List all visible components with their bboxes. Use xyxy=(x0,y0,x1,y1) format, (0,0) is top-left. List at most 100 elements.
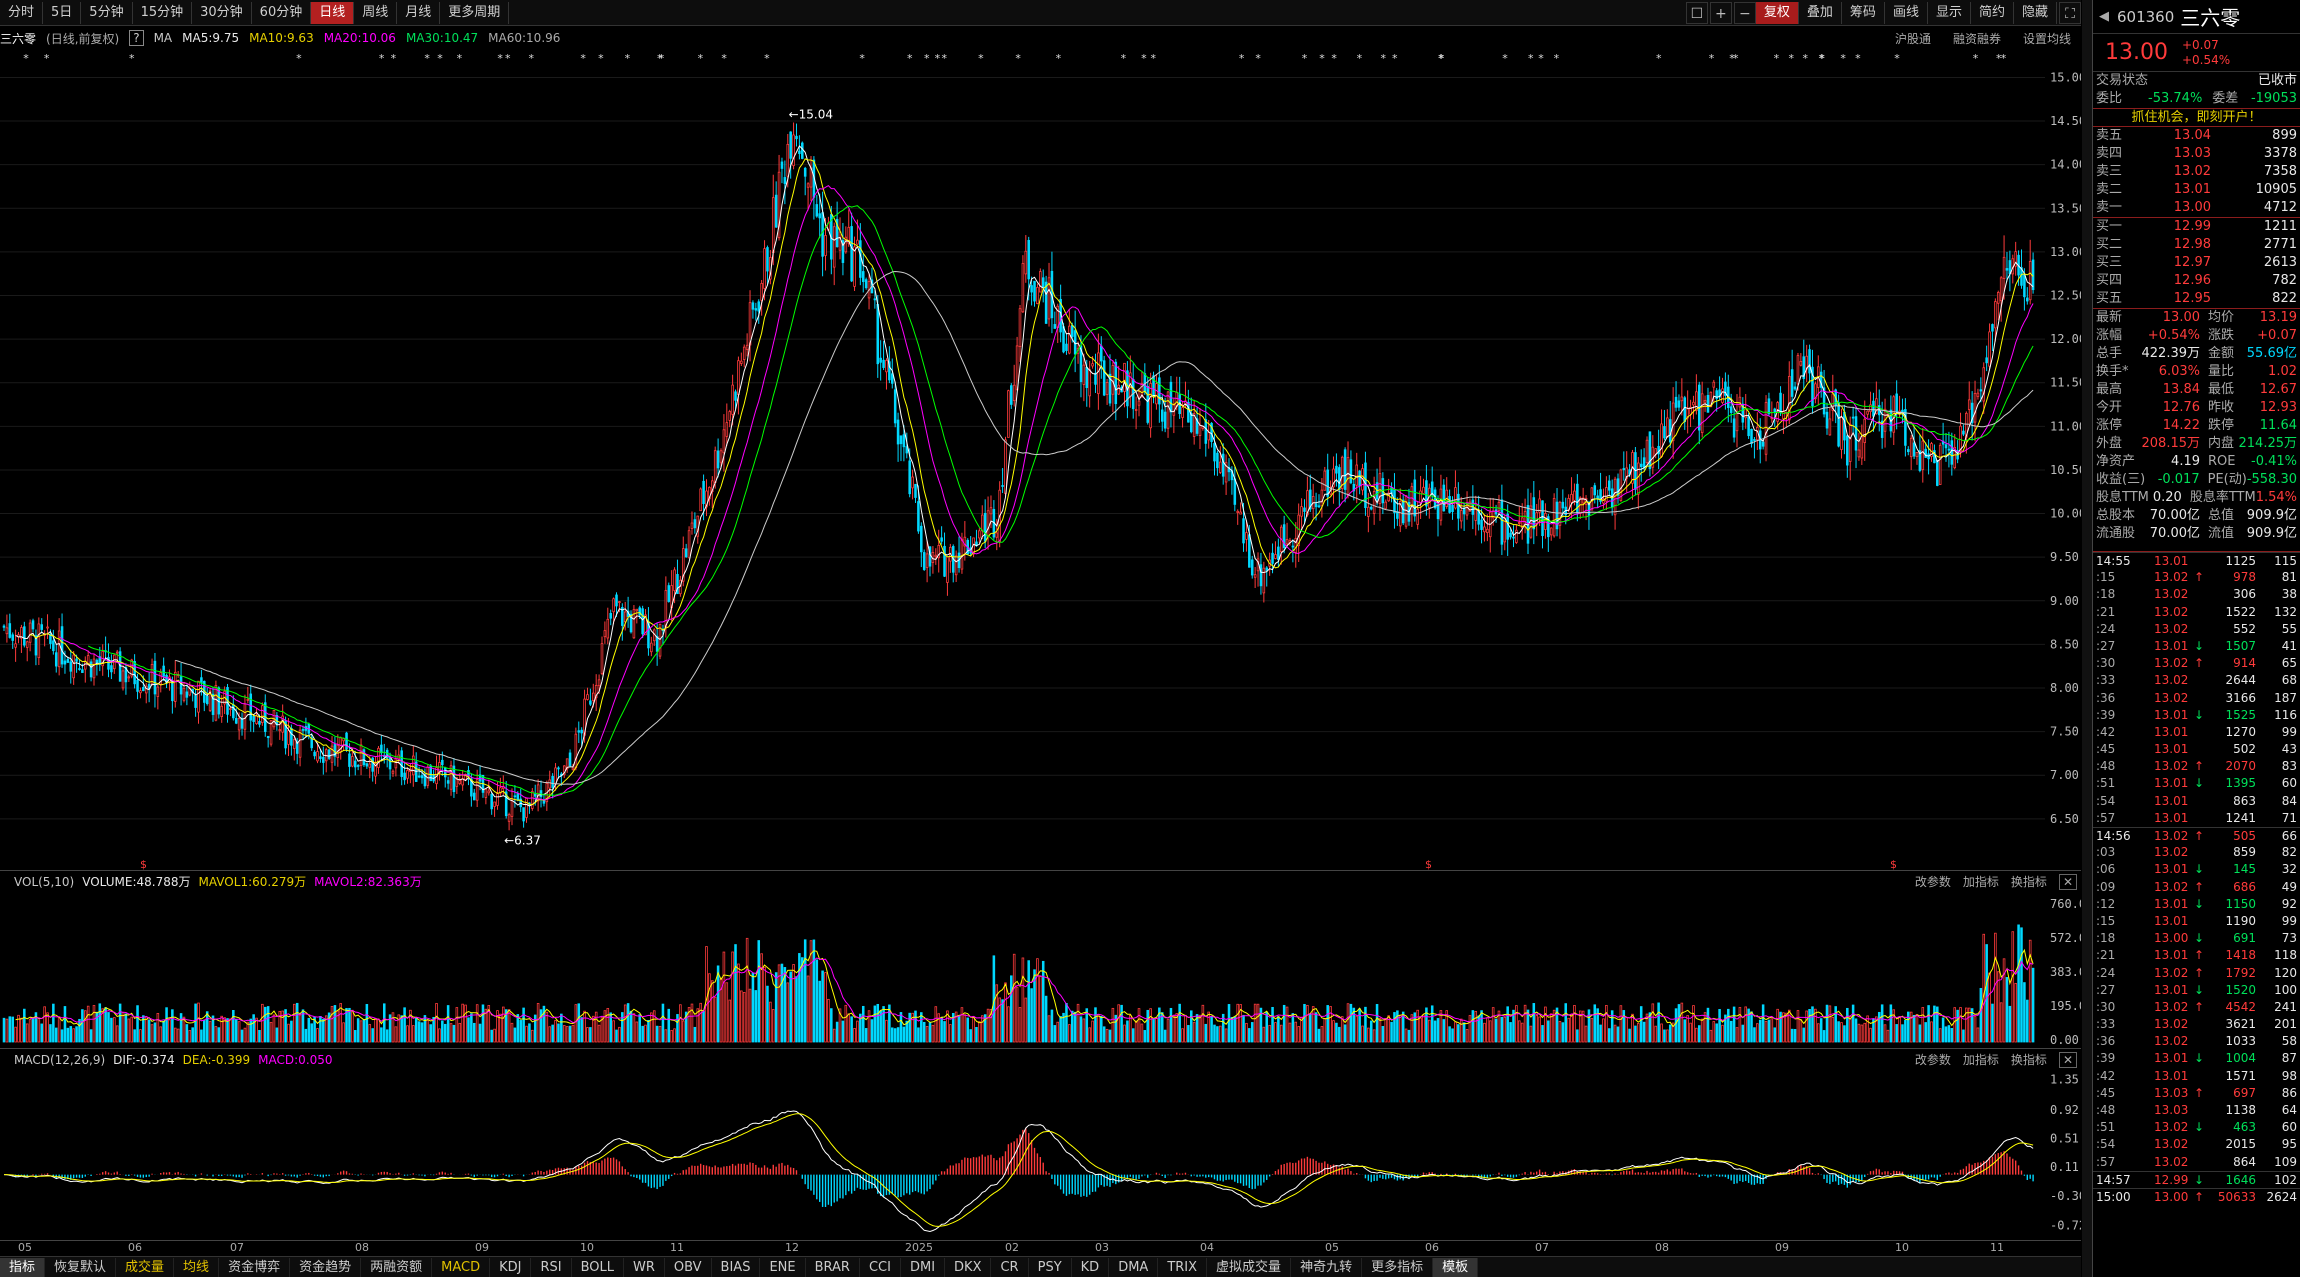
expand-icon[interactable]: ⛶ xyxy=(2059,1,2081,24)
event-marker[interactable]: * xyxy=(505,52,511,65)
vol_header-action-2[interactable]: 换指标 xyxy=(2010,875,2047,889)
indicator-tab-3[interactable]: 均线 xyxy=(174,1257,220,1277)
event-marker[interactable]: * xyxy=(391,52,397,65)
event-marker[interactable]: * xyxy=(764,52,770,65)
event-marker[interactable]: * xyxy=(859,52,865,65)
period-tab-0[interactable]: 分时 xyxy=(0,1,44,24)
indicator-tab-26[interactable]: 更多指标 xyxy=(1362,1257,1434,1277)
side-collapse-handle[interactable] xyxy=(2082,0,2092,1277)
event-marker[interactable]: * xyxy=(1528,52,1534,65)
event-marker[interactable]: * xyxy=(457,52,463,65)
header-link-0[interactable]: 沪股通 xyxy=(1894,31,1931,46)
period-tab-3[interactable]: 15分钟 xyxy=(133,1,193,24)
indicator-tab-22[interactable]: DMA xyxy=(1109,1257,1159,1277)
event-marker[interactable]: * xyxy=(23,52,29,65)
indicator-tab-14[interactable]: ENE xyxy=(760,1257,806,1277)
event-marker[interactable]: * xyxy=(1774,52,1780,65)
event-marker[interactable]: * xyxy=(379,52,385,65)
event-marker[interactable]: * xyxy=(1502,52,1508,65)
toolbar-right-0[interactable]: 复权 xyxy=(1755,1,1799,24)
prev-stock-icon[interactable]: ◀ xyxy=(2099,9,2109,24)
period-tab-9[interactable]: 更多周期 xyxy=(440,1,510,24)
macd-chart[interactable]: 1.350.920.510.11-0.30-0.72 xyxy=(0,1070,2081,1240)
toolbar-right-2[interactable]: 筹码 xyxy=(1842,1,1885,24)
event-marker[interactable]: * xyxy=(907,52,913,65)
close-pane-icon[interactable]: ✕ xyxy=(2058,873,2077,890)
event-marker[interactable]: * xyxy=(1438,52,1444,65)
vol_header-action-1[interactable]: 加指标 xyxy=(1962,875,1999,889)
event-marker[interactable]: * xyxy=(1819,52,1825,65)
indicator-tab-19[interactable]: CR xyxy=(991,1257,1029,1277)
event-marker[interactable]: * xyxy=(1319,52,1325,65)
header-link-1[interactable]: 融资融券 xyxy=(1952,31,2001,46)
indicator-tab-17[interactable]: DMI xyxy=(901,1257,946,1277)
event-marker[interactable]: * xyxy=(1656,52,1662,65)
period-tab-7[interactable]: 周线 xyxy=(354,1,398,24)
event-marker[interactable]: * xyxy=(1141,52,1147,65)
event-marker[interactable]: * xyxy=(1554,52,1560,65)
event-marker[interactable]: * xyxy=(941,52,947,65)
indicator-tab-12[interactable]: OBV xyxy=(665,1257,712,1277)
indicator-tab-7[interactable]: MACD xyxy=(432,1257,491,1277)
event-marker[interactable]: * xyxy=(1439,52,1445,65)
event-marker[interactable]: * xyxy=(497,52,503,65)
event-marker[interactable]: * xyxy=(625,52,631,65)
indicator-tab-10[interactable]: BOLL xyxy=(572,1257,624,1277)
event-marker[interactable]: * xyxy=(424,52,430,65)
event-marker[interactable]: * xyxy=(296,52,302,65)
indicator-tab-4[interactable]: 资金博弈 xyxy=(219,1257,291,1277)
event-marker[interactable]: * xyxy=(129,52,135,65)
period-tab-5[interactable]: 60分钟 xyxy=(252,1,312,24)
event-marker[interactable]: * xyxy=(924,52,930,65)
event-marker[interactable]: * xyxy=(1729,52,1735,65)
event-marker[interactable]: * xyxy=(2001,52,2007,65)
event-marker[interactable]: * xyxy=(1381,52,1387,65)
event-marker[interactable]: * xyxy=(721,52,727,65)
toolbar-right-1[interactable]: 叠加 xyxy=(1799,1,1842,24)
event-marker[interactable]: * xyxy=(1239,52,1245,65)
indicator-tab-21[interactable]: KD xyxy=(1072,1257,1110,1277)
indicator-tab-15[interactable]: BRAR xyxy=(806,1257,860,1277)
indicator-tab-27[interactable]: 模板 xyxy=(1433,1257,1479,1277)
event-marker[interactable]: * xyxy=(1150,52,1156,65)
indicator-tab-8[interactable]: KDJ xyxy=(490,1257,532,1277)
event-marker[interactable]: * xyxy=(1973,52,1979,65)
minus-icon[interactable]: − xyxy=(1733,1,1756,24)
indicator-tab-24[interactable]: 虚拟成交量 xyxy=(1207,1257,1292,1277)
event-marker[interactable]: * xyxy=(1894,52,1900,65)
indicator-tab-16[interactable]: CCI xyxy=(860,1257,901,1277)
toolbar-right-4[interactable]: 显示 xyxy=(1928,1,1971,24)
period-tab-1[interactable]: 5日 xyxy=(43,1,82,24)
indicator-tab-6[interactable]: 两融资额 xyxy=(361,1257,433,1277)
event-marker[interactable]: * xyxy=(528,52,534,65)
event-marker[interactable]: * xyxy=(1789,52,1795,65)
event-marker[interactable]: * xyxy=(580,52,586,65)
indicator-tab-20[interactable]: PSY xyxy=(1029,1257,1072,1277)
event-marker[interactable]: * xyxy=(1996,52,2002,65)
candlestick-chart[interactable]: 15.0014.5014.0013.5013.0012.5012.0011.50… xyxy=(0,50,2081,870)
indicator-tab-0[interactable]: 指标 xyxy=(0,1257,46,1277)
period-tab-6[interactable]: 日线 xyxy=(311,1,355,24)
event-marker[interactable]: * xyxy=(1255,52,1261,65)
event-marker[interactable]: * xyxy=(657,52,663,65)
indicator-tab-23[interactable]: TRIX xyxy=(1158,1257,1208,1277)
period-tab-4[interactable]: 30分钟 xyxy=(192,1,252,24)
window-icon[interactable]: ☐ xyxy=(1685,1,1708,24)
indicator-tab-13[interactable]: BIAS xyxy=(712,1257,761,1277)
indicator-tab-18[interactable]: DKX xyxy=(945,1257,992,1277)
toolbar-right-5[interactable]: 简约 xyxy=(1971,1,2014,24)
event-marker[interactable]: * xyxy=(1121,52,1127,65)
event-marker[interactable]: * xyxy=(1733,52,1739,65)
indicator-tab-1[interactable]: 恢复默认 xyxy=(45,1257,117,1277)
event-marker[interactable]: * xyxy=(978,52,984,65)
event-marker[interactable]: * xyxy=(1803,52,1809,65)
macd_header-action-0[interactable]: 改参数 xyxy=(1914,1053,1951,1067)
indicator-tab-25[interactable]: 神奇九转 xyxy=(1291,1257,1363,1277)
indicator-tab-9[interactable]: RSI xyxy=(531,1257,572,1277)
close-pane-icon[interactable]: ✕ xyxy=(2058,1051,2077,1068)
event-marker[interactable]: * xyxy=(44,52,50,65)
indicator-tab-5[interactable]: 资金趋势 xyxy=(290,1257,362,1277)
volume-chart[interactable]: 760.00572.00383.00195.000.00 xyxy=(0,892,2081,1047)
plus-icon[interactable]: + xyxy=(1709,1,1732,24)
event-marker[interactable]: * xyxy=(1855,52,1861,65)
